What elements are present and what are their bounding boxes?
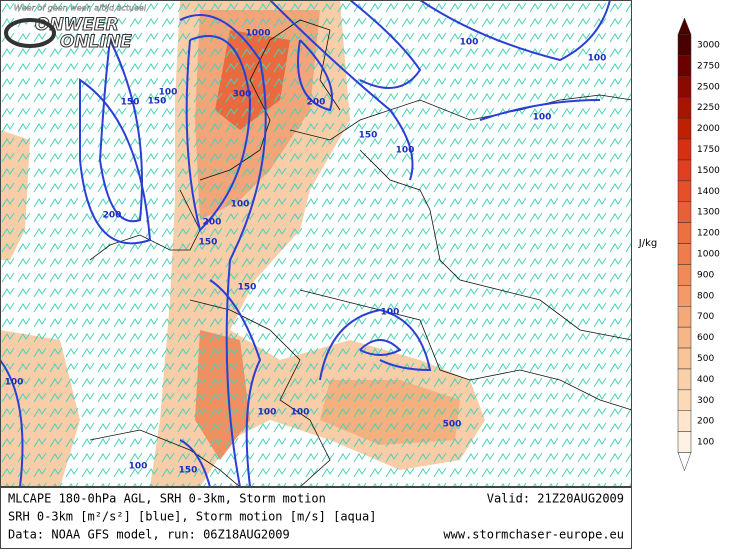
contour-label: 150 [359,131,378,141]
colorbar-label: 1200 [697,229,720,239]
colorbar-label: 2500 [697,82,720,92]
colorbar-segment [677,285,692,307]
storm-motion-barbs [0,0,632,487]
contour-label: 200 [203,218,222,228]
contour-label: 100 [533,113,552,123]
colorbar-segment [677,222,692,244]
contour-label: 150 [179,466,198,476]
contour-label: 100 [460,38,479,48]
colorbar-segment [677,97,692,119]
colorbar-segment [677,410,692,432]
footer: MLCAPE 180-0hPa AGL, SRH 0-3km, Storm mo… [0,487,632,549]
colorbar-segment [677,76,692,98]
contour-label: 500 [443,420,462,430]
colorbar: J/kg 3000 2750 2500 2250 2000 1750 1500 1400 130… [638,17,720,472]
footer-title: MLCAPE 180-0hPa AGL, SRH 0-3km, Storm mo… [8,492,326,506]
contour-label: 300 [233,90,252,100]
colorbar-label: 1400 [697,187,720,197]
colorbar-segment [677,326,692,349]
contour-label: 100 [231,200,250,210]
colorbar-label: 1300 [697,208,720,218]
footer-valid: Valid: 21Z20AUG2009 [487,492,624,506]
contour-label: 100 [159,88,178,98]
colorbar-label: 300 [697,396,714,406]
contour-label: 100 [396,146,415,156]
contour-label: 150 [121,98,140,108]
footer-site: www.stormchaser-europe.eu [443,528,624,542]
colorbar-segment [677,389,692,412]
colorbar-unit: J/kg [638,238,657,249]
colorbar-label: 200 [697,417,714,427]
colorbar-label: 2250 [697,103,720,113]
colorbar-label: 800 [697,291,714,301]
colorbar-segment [677,306,692,328]
colorbar-segment [677,368,692,391]
colorbar-label: 1750 [697,145,720,155]
contour-label: 100 [129,462,148,472]
footer-data: Data: NOAA GFS model, run: 06Z18AUG2009 [8,528,290,542]
srh-contours [0,0,611,487]
colorbar-segment [677,159,692,182]
contour-label: 150 [199,238,218,248]
contour-label: 100 [258,408,277,418]
colorbar-segment [677,138,692,161]
logo-tagline: Weer of geen weer, altijd actueel [14,4,147,13]
colorbar-bottom [677,452,692,472]
map-frame [0,0,632,487]
colorbar-segment [677,264,692,286]
map: 1000300200200150100100150100200100150150… [0,0,632,487]
colorbar-segment [677,117,692,140]
logo-name-top: ONWEER [35,15,119,35]
contour-label: 100 [291,408,310,418]
colorbar-segment [677,34,692,56]
colorbar-label: 1000 [697,250,720,260]
contour-label: 100 [381,308,400,318]
contour-label: 200 [103,211,122,221]
colorbar-label: 2000 [697,124,720,134]
colorbar-segment [677,243,692,265]
colorbar-label: 500 [697,354,714,364]
contour-labels: 1000300200200150100100150100200100150150… [5,29,607,476]
logo-name-bottom: ONLINE [60,32,132,52]
colorbar-label: 100 [697,438,714,448]
contour-label: 200 [307,98,326,108]
logo: Weer of geen weer, altijd actueel ONWEER… [4,3,147,53]
colorbar-label: 1500 [697,166,720,176]
contour-label: 150 [238,283,257,293]
colorbar-label: 700 [697,312,714,322]
contour-label: 100 [5,378,24,388]
colorbar-label: 600 [697,333,714,343]
colorbar-segment [677,201,692,223]
colorbar-segment [677,347,692,370]
colorbar-segment [677,431,692,453]
colorbar-segment [677,180,692,203]
contour-label: 100 [588,54,607,64]
contour-label: 150 [148,97,167,107]
footer-srh: SRH 0-3km [m²/s²] [blue], Storm motion [… [8,510,376,524]
colorbar-label: 2750 [697,61,720,71]
colorbar-segment [677,55,692,77]
colorbar-label: 400 [697,375,714,385]
colorbar-label: 3000 [697,41,720,51]
contour-label: 1000 [245,29,270,39]
colorbar-label: 900 [697,270,714,280]
